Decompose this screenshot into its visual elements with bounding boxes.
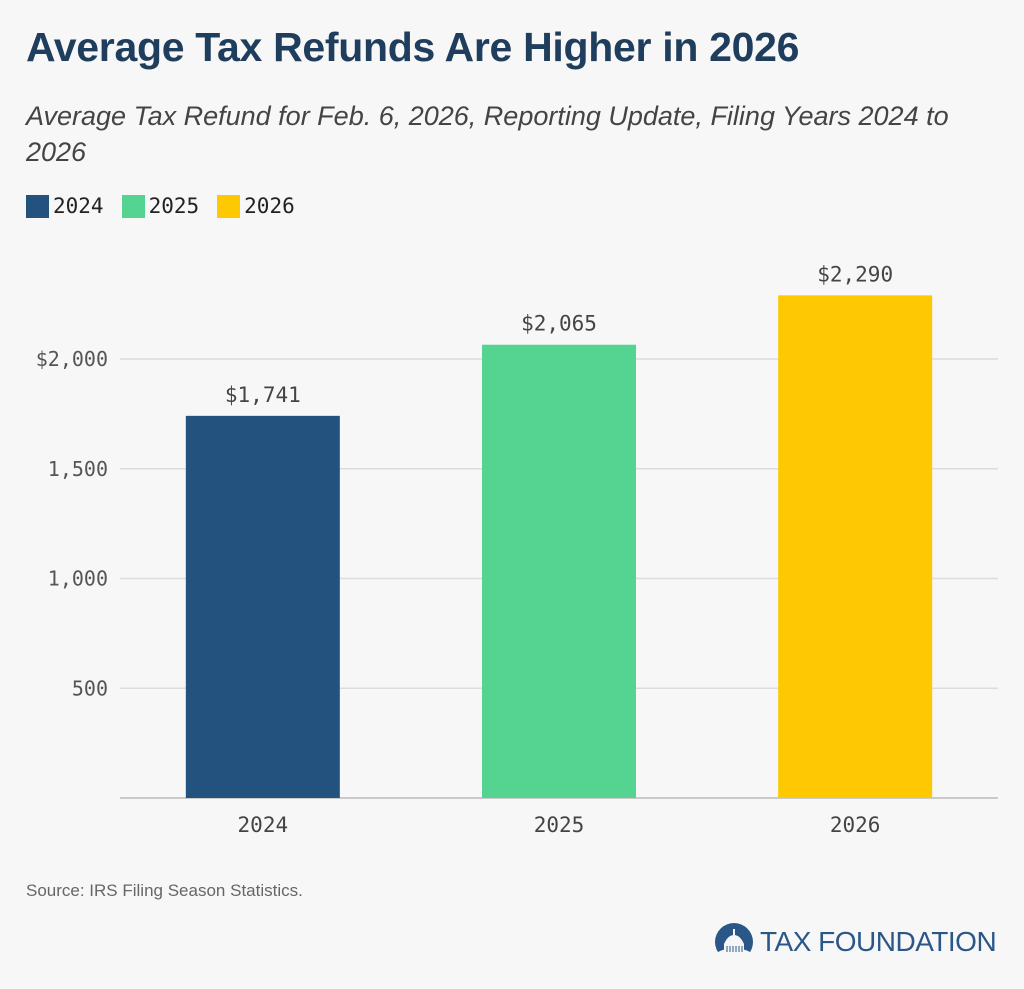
y-tick-label: 1,500 xyxy=(48,457,108,481)
chart-subtitle: Average Tax Refund for Feb. 6, 2026, Rep… xyxy=(26,101,949,167)
bar-2024 xyxy=(185,415,340,798)
x-tick-label: 2026 xyxy=(830,813,881,837)
x-tick-label: 2024 xyxy=(238,813,289,837)
logo-text: TAX FOUNDATION xyxy=(760,926,997,957)
legend-swatch-2026 xyxy=(217,194,241,218)
legend-label: 2025 xyxy=(148,194,200,218)
data-label: $2,290 xyxy=(817,262,893,286)
legend-label: 2026 xyxy=(244,194,295,218)
legend-item-2026: 2026 xyxy=(217,194,295,218)
legend: 2024 2025 2026 xyxy=(26,194,295,218)
bar-2025 xyxy=(482,344,636,798)
y-tick-label: 500 xyxy=(72,676,108,700)
bar-2026 xyxy=(778,295,933,798)
data-label: $2,065 xyxy=(521,312,597,336)
data-label: $1,741 xyxy=(225,383,301,407)
tax-foundation-logo: TAX FOUNDATION xyxy=(714,922,997,962)
legend-item-2025: 2025 xyxy=(121,194,200,218)
legend-swatch-2024 xyxy=(26,194,49,218)
source-note: Source: IRS Filing Season Statistics. xyxy=(26,881,303,900)
legend-swatch-2025 xyxy=(121,194,145,218)
chart-title: Average Tax Refunds Are Higher in 2026 xyxy=(26,24,800,70)
y-tick-label: 1,000 xyxy=(48,567,108,591)
capitol-dome-icon xyxy=(715,923,753,962)
legend-label: 2024 xyxy=(53,194,104,218)
legend-item-2024: 2024 xyxy=(26,194,104,218)
y-tick-label: $2,000 xyxy=(36,347,108,371)
x-tick-label: 2025 xyxy=(534,813,585,837)
